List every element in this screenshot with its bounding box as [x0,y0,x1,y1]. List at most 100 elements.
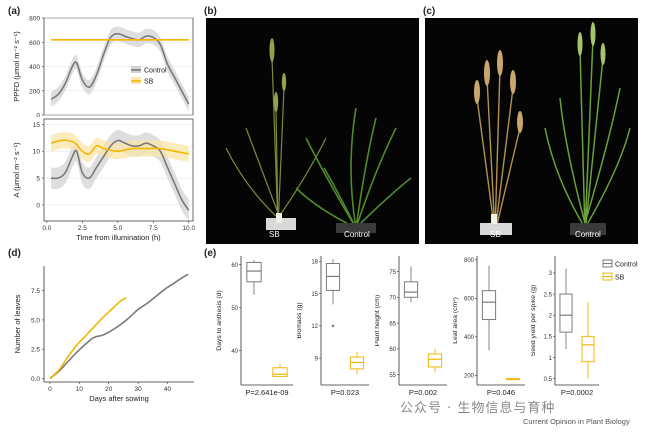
y-tick-label: 600 [29,40,40,47]
y-tick-label: 15 [311,292,318,298]
photo-c-control-label: Control [575,230,601,239]
panel-label-b: (b) [204,6,217,17]
photo-panel-c: SB Control [425,18,638,244]
box-control [403,281,419,298]
panel-label-a: (a) [8,6,21,17]
y-tick-label: 2.5 [31,347,40,354]
box-sb [427,353,443,368]
photo-c-sb-label: SB [490,230,501,239]
series-line-sb [49,296,127,380]
box-control [246,261,262,283]
p-value-label: P=2.641e-09 [245,388,288,397]
y-tick-label: 12 [311,324,318,330]
y-tick-label: 400 [464,335,475,341]
p-value-label: P=0.023 [331,388,359,397]
y-tick-label: 50 [231,306,238,312]
y-tick-label: 0.0 [31,376,40,383]
y-tick-label: 800 [29,16,40,23]
y-tick-label: 9 [315,356,319,362]
panel-label-e: (e) [204,248,217,259]
x-tick-label: 5.0 [113,225,122,232]
chart-plant-height: 55 60 65 70 75 Plant height (cm) P=0.002 [375,256,447,397]
photo-b-control-label: Control [344,230,370,239]
y-tick-label: 40 [231,349,238,355]
y-tick-label: 60 [389,347,396,353]
x-tick-label: 2.5 [78,225,87,232]
y-axis-label: PPFD (μmol m⁻² s⁻¹) [12,31,21,102]
chart-leaf-area: 200 400 600 800 Leaf area (cm²) P=0.046 [453,256,525,397]
y-tick-label: 70 [389,296,396,302]
y-tick-label: 75 [389,270,396,276]
y-axis-label: A (μmol m⁻² s⁻¹) [12,142,21,198]
box-sb [581,335,595,363]
y-tick-label: 18 [311,260,318,266]
chart-assimilation: 0 5 10 15 0.0 2.5 5.0 7.5 10.0 A (μmol m⁻² s⁻¹) Ti… [12,118,195,242]
x-tick-label: 40 [164,386,172,393]
chart-leaves: 0.0 2.5 5.0 7.5 0 10 20 30 40 Number of leaves Day… [13,266,194,403]
journal-credit: Current Opinion in Plant Biology [523,417,630,426]
legend-label: Control [615,262,638,269]
y-tick-label: 2.5 [544,292,553,298]
y-tick-label: 60 [231,263,238,269]
x-tick-label: 30 [135,386,143,393]
y-tick-label: 10 [33,149,41,156]
x-tick-label: 10 [76,386,84,393]
y-tick-label: 3 [549,271,553,277]
p-value-label: P=0.002 [409,388,437,397]
series-line-sb [50,139,189,155]
box-control [481,290,497,321]
y-axis-label: Seed yield per spike (g) [531,285,537,356]
y-tick-label: 55 [389,373,396,379]
series-line-control [50,32,190,105]
y-tick-label: 5 [36,176,40,183]
x-tick-label: 7.5 [149,225,158,232]
y-axis-label: Number of leaves [13,294,22,353]
mature-wheat-illustration [474,22,631,235]
y-tick-label: 7.5 [31,288,40,295]
y-tick-label: 0 [36,113,40,118]
x-axis-label: Time from illumination (h) [76,233,161,242]
p-value-label: P=0.0002 [561,388,593,397]
y-tick-label: 600 [464,297,475,303]
outlier-point [331,324,335,328]
y-axis-label: Plant height (cm) [375,295,381,346]
y-tick-label: 5.0 [31,317,40,324]
chart-seed-yield: 0.5 1 1.5 2 2.5 3 Seed yield per spike (g) P=0.… [531,256,638,397]
y-tick-label: 15 [33,122,41,129]
series-line-control [51,139,190,211]
y-tick-label: 200 [464,374,475,380]
watermark: 公众号 · 生物信息与育种 [400,401,556,416]
y-tick-label: 65 [389,321,396,327]
photo-b-sb-label: SB [269,230,280,239]
y-tick-label: 800 [464,258,475,264]
chart-biomass: 9 12 15 18 Biomass (g) P=0.023 [297,256,369,397]
x-tick-label: 0 [48,386,52,393]
x-axis-label: Days after sowing [89,394,149,403]
wheat-plants-illustration [225,38,412,233]
y-axis-label: Leaf area (cm²) [453,297,459,343]
series-line-control [49,273,189,380]
y-tick-label: 2 [549,314,553,320]
y-tick-label: 1.5 [544,335,553,341]
y-tick-label: 400 [29,64,40,71]
x-tick-label: 20 [105,386,113,393]
confidence-band-sb [51,132,189,163]
chart-days-to-anthesis: 40 50 60 Days to anthesis (d) P=2.641e-09 [216,256,293,397]
legend-label: Control [144,68,167,75]
y-tick-label: 1 [549,356,553,362]
p-value-label: P=0.046 [487,388,515,397]
x-tick-label: 0.0 [42,225,51,232]
y-tick-label: 200 [29,88,40,95]
panel-label-d: (d) [8,248,21,259]
y-tick-label: 0 [36,202,40,209]
x-tick-label: 10.0 [182,225,195,232]
chart-ppfd: 0 200 400 600 800 PPFD (μmol m⁻² s⁻¹) Control S… [12,16,194,118]
box-control [559,293,573,333]
photo-panel-b: SB Control [206,18,419,244]
legend-label: SB [144,79,154,86]
y-axis-label: Days to anthesis (d) [216,290,223,350]
confidence-band-control [51,26,189,112]
legend-label: SB [615,275,625,282]
y-axis-label: Biomass (g) [297,302,303,338]
y-tick-label: 0.5 [544,377,553,383]
